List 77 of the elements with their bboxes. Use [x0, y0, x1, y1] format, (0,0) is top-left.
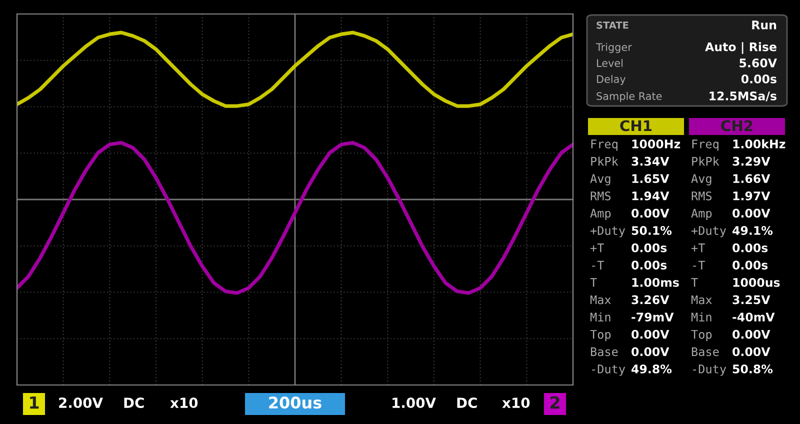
text: Min: [691, 312, 712, 322]
text: Min: [590, 312, 610, 322]
text: Auto | Rise: [705, 42, 776, 54]
text: 1.66V: [733, 174, 770, 184]
text: 50.8%: [732, 364, 773, 374]
text: 12.5MSa/s: [710, 91, 776, 102]
text: -T: [592, 260, 604, 270]
text: +Duty: [590, 226, 626, 238]
text: Max: [590, 295, 611, 304]
text: Freq: [591, 140, 618, 151]
text: 0.00s: [632, 243, 667, 252]
text: x10: [170, 398, 198, 408]
text: 3.34V: [632, 156, 670, 166]
text: Avg: [590, 174, 610, 186]
text: 1.65V: [632, 174, 670, 184]
text: DC: [457, 398, 477, 408]
text: 3.25V: [732, 295, 770, 304]
text: Run: [752, 20, 776, 30]
text: -40mV: [732, 312, 775, 322]
text: -79mV: [632, 312, 674, 322]
text: Top: [590, 330, 611, 342]
text: 1.97V: [733, 191, 770, 200]
text: -Duty: [693, 364, 726, 376]
text: Top: [691, 330, 712, 342]
text: T: [691, 278, 698, 287]
text: RMS: [692, 191, 712, 200]
text: 49.1%: [732, 226, 773, 235]
text: 1: [30, 396, 39, 409]
text: 0.00V: [732, 208, 770, 218]
text: -Duty: [592, 364, 626, 376]
text: Sample Rate: [596, 92, 662, 102]
text: 0.00V: [732, 330, 770, 339]
text: 49.8%: [632, 364, 672, 374]
text: Trigger: [596, 42, 632, 54]
text: 3.26V: [632, 295, 670, 304]
text: x10: [502, 398, 530, 408]
text: +T: [590, 244, 604, 252]
text: Base: [590, 347, 618, 356]
text: 0.00s: [732, 260, 768, 270]
text: PkPk: [591, 156, 618, 166]
text: 0.00V: [632, 330, 670, 339]
text: Level: [597, 58, 623, 68]
text: T: [590, 278, 597, 287]
text: 1.94V: [632, 191, 670, 200]
text: 5.60V: [740, 58, 777, 68]
text: PkPk: [692, 156, 720, 166]
text: 1.00ms: [632, 278, 679, 287]
text: 0.00V: [732, 347, 770, 356]
text: 0.00s: [632, 260, 667, 270]
text: Delay: [597, 74, 626, 86]
text: 1000Hz: [632, 139, 680, 148]
text: +T: [692, 244, 705, 252]
text: 1.00kHz: [733, 139, 786, 148]
text: DC: [124, 398, 144, 408]
text: 50.1%: [632, 226, 672, 235]
text: Freq: [692, 140, 718, 151]
text: 1000us: [733, 278, 780, 287]
text: 3.29V: [732, 156, 770, 166]
text: CH1: [620, 120, 652, 132]
text: 200us: [269, 396, 322, 409]
text: RMS: [590, 191, 611, 200]
text: 2: [550, 396, 560, 409]
text: 1.00V: [392, 398, 436, 408]
text: 0.00s: [741, 74, 776, 84]
text: 0.00s: [732, 243, 768, 252]
text: Max: [691, 295, 712, 304]
text: Avg: [691, 174, 712, 186]
text: 0.00V: [632, 347, 670, 356]
text: STATE: [596, 21, 628, 29]
text: 2.00V: [59, 398, 103, 408]
text: -T: [693, 260, 705, 270]
text: Amp: [691, 208, 712, 220]
text: Amp: [590, 208, 611, 220]
text: 0.00V: [632, 208, 670, 218]
text: +Duty: [692, 226, 726, 238]
text: CH2: [721, 120, 752, 132]
text: Base: [692, 347, 719, 356]
